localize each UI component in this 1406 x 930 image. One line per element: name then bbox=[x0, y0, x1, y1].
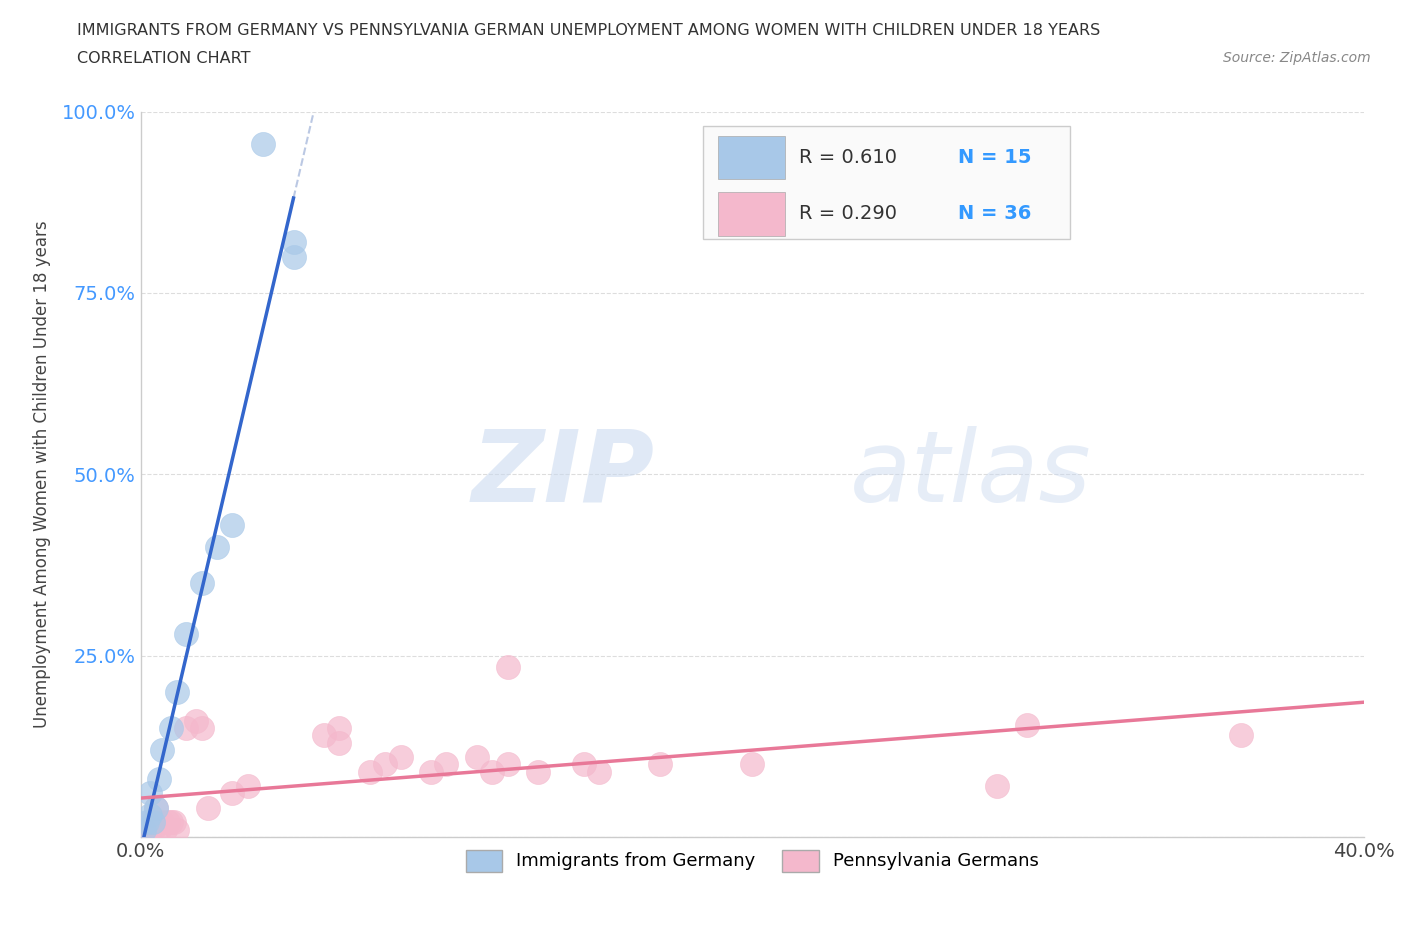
Point bbox=[436, 757, 458, 772]
Point bbox=[465, 750, 488, 764]
Point bbox=[572, 757, 595, 772]
Text: CORRELATION CHART: CORRELATION CHART bbox=[77, 51, 250, 66]
Point bbox=[157, 815, 180, 830]
Point bbox=[236, 778, 259, 793]
Point bbox=[420, 764, 443, 779]
Point bbox=[359, 764, 381, 779]
FancyBboxPatch shape bbox=[703, 126, 1070, 239]
Point bbox=[252, 137, 274, 152]
Point bbox=[588, 764, 610, 779]
Point bbox=[142, 822, 165, 837]
Text: N = 36: N = 36 bbox=[957, 205, 1031, 223]
Point bbox=[191, 721, 214, 736]
Point bbox=[328, 721, 350, 736]
Legend: Immigrants from Germany, Pennsylvania Germans: Immigrants from Germany, Pennsylvania Ge… bbox=[458, 843, 1046, 879]
Text: IMMIGRANTS FROM GERMANY VS PENNSYLVANIA GERMAN UNEMPLOYMENT AMONG WOMEN WITH CHI: IMMIGRANTS FROM GERMANY VS PENNSYLVANIA … bbox=[77, 23, 1101, 38]
Point bbox=[650, 757, 672, 772]
Point bbox=[139, 808, 162, 823]
Point bbox=[1017, 717, 1039, 732]
Point bbox=[184, 713, 207, 728]
Point bbox=[139, 815, 162, 830]
Point bbox=[132, 822, 155, 837]
Point bbox=[148, 772, 170, 787]
Bar bbox=[718, 193, 785, 235]
Point bbox=[283, 234, 305, 249]
Point bbox=[148, 822, 170, 837]
Point bbox=[389, 750, 412, 764]
Point bbox=[135, 822, 157, 837]
Point bbox=[132, 822, 155, 837]
Point bbox=[986, 778, 1008, 793]
Y-axis label: Unemployment Among Women with Children Under 18 years: Unemployment Among Women with Children U… bbox=[32, 220, 51, 728]
Point bbox=[374, 757, 396, 772]
Point bbox=[496, 757, 519, 772]
Point bbox=[160, 721, 183, 736]
Point bbox=[191, 576, 214, 591]
Text: ZIP: ZIP bbox=[471, 426, 654, 523]
Point bbox=[153, 822, 176, 837]
Text: R = 0.290: R = 0.290 bbox=[799, 205, 897, 223]
Point bbox=[166, 684, 188, 699]
Point bbox=[1230, 728, 1253, 743]
Point bbox=[166, 822, 188, 837]
Point bbox=[221, 518, 243, 533]
Text: N = 15: N = 15 bbox=[957, 148, 1031, 167]
Point bbox=[139, 786, 162, 801]
Point bbox=[163, 815, 186, 830]
Point bbox=[481, 764, 503, 779]
Point bbox=[176, 627, 198, 642]
Point bbox=[328, 736, 350, 751]
Point bbox=[142, 815, 165, 830]
Point bbox=[205, 539, 228, 554]
Point bbox=[221, 786, 243, 801]
Text: atlas: atlas bbox=[851, 426, 1091, 523]
Point bbox=[496, 659, 519, 674]
Point bbox=[145, 801, 167, 816]
Point bbox=[135, 815, 157, 830]
Point bbox=[176, 721, 198, 736]
Point bbox=[145, 815, 167, 830]
Point bbox=[283, 249, 305, 264]
Point bbox=[312, 728, 335, 743]
Point bbox=[197, 801, 219, 816]
Point bbox=[150, 815, 173, 830]
Text: R = 0.610: R = 0.610 bbox=[799, 148, 897, 167]
Point bbox=[741, 757, 763, 772]
Point bbox=[139, 822, 162, 837]
Point bbox=[145, 801, 167, 816]
Bar bbox=[718, 136, 785, 179]
Text: Source: ZipAtlas.com: Source: ZipAtlas.com bbox=[1223, 51, 1371, 65]
Point bbox=[527, 764, 550, 779]
Point bbox=[160, 815, 183, 830]
Point bbox=[150, 742, 173, 757]
